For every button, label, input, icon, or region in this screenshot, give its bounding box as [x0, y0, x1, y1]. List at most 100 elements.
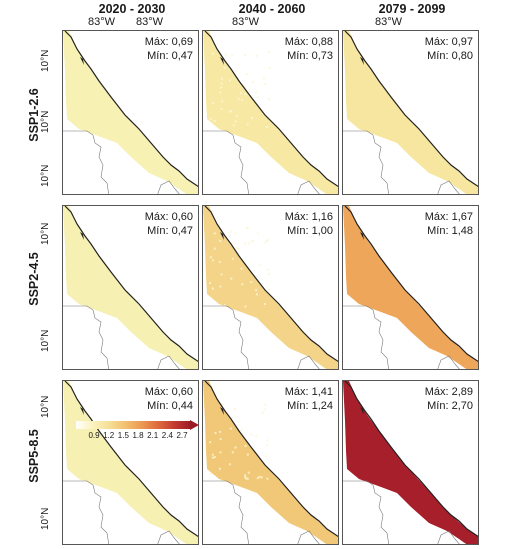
max-value: Máx: 1,16 — [284, 211, 333, 223]
longitude-label: 83°W — [375, 16, 403, 28]
speckle-mark — [223, 66, 226, 69]
speckle-mark — [247, 471, 250, 474]
speckle-mark — [234, 232, 237, 235]
speckle-mark — [209, 472, 212, 475]
speckle-mark — [266, 439, 269, 442]
country-border — [203, 480, 249, 544]
speckle-mark — [218, 261, 221, 263]
speckle-mark — [255, 289, 258, 292]
speckle-mark — [266, 126, 269, 128]
speckle-mark — [219, 285, 222, 288]
coastline — [64, 31, 198, 188]
country-border — [63, 480, 109, 544]
country-border — [157, 180, 180, 194]
speckle-mark — [262, 411, 264, 414]
lagoon-mark — [80, 232, 84, 240]
country-border — [437, 180, 460, 194]
speckle-mark — [246, 73, 249, 76]
speckle-mark — [228, 79, 231, 82]
speckle-mark — [214, 432, 217, 434]
speckle-mark — [240, 428, 243, 431]
map-svg — [203, 381, 338, 544]
latitude-label: 10°N — [40, 110, 51, 133]
speckle-mark — [237, 247, 240, 250]
speckle-mark — [211, 259, 214, 262]
speckle-mark — [234, 120, 237, 123]
speckle-mark — [250, 240, 253, 243]
speckle-mark — [268, 66, 271, 69]
min-value: Mín: 0,47 — [147, 50, 193, 62]
speckle-mark — [255, 293, 258, 296]
latitude-label: 10°N — [40, 164, 51, 187]
coastline — [204, 31, 338, 188]
speckle-mark — [213, 456, 216, 459]
coastline — [344, 206, 478, 363]
speckle-mark — [220, 77, 223, 80]
speckle-mark — [237, 97, 240, 100]
speckle-mark — [244, 476, 247, 479]
max-value: Máx: 0,97 — [424, 36, 473, 48]
speckle-mark — [243, 85, 246, 88]
speckle-mark — [209, 282, 212, 284]
speckle-mark — [211, 102, 214, 105]
min-value: Mín: 1,24 — [287, 400, 333, 412]
speckle-mark — [231, 54, 234, 57]
latitude-label: 10°N — [40, 49, 51, 72]
speckle-mark — [244, 474, 247, 477]
speckle-mark — [267, 288, 270, 291]
speckle-mark — [213, 247, 216, 250]
country-border — [343, 305, 389, 369]
map-panel: Máx: 1,16 Mín: 1,00 — [202, 205, 339, 370]
lagoon-mark — [80, 407, 84, 415]
speckle-mark — [235, 247, 238, 249]
max-value: Máx: 0,60 — [144, 386, 193, 398]
longitude-label: 83°W — [136, 16, 164, 28]
speckle-mark — [211, 453, 214, 456]
country-border — [297, 530, 320, 544]
min-value: Mín: 1,48 — [427, 225, 473, 237]
country-border — [297, 180, 320, 194]
map-svg — [63, 381, 198, 544]
speckle-mark — [220, 107, 223, 110]
country-border — [437, 355, 460, 369]
speckle-mark — [255, 91, 258, 94]
speckle-mark — [256, 232, 259, 235]
speckle-mark — [266, 240, 269, 243]
speckle-mark — [224, 53, 227, 56]
map-svg — [343, 381, 478, 544]
speckle-mark — [211, 52, 214, 55]
min-value: Mín: 0,47 — [147, 225, 193, 237]
country-border — [437, 530, 460, 544]
max-value: Máx: 2,89 — [424, 386, 473, 398]
speckle-mark — [221, 100, 224, 103]
country-border — [63, 305, 109, 369]
speckle-mark — [219, 91, 222, 94]
column-header-2020-2030: 2020 - 2030 — [98, 2, 166, 16]
speckle-mark — [220, 82, 223, 85]
map-svg — [203, 31, 338, 194]
min-value: Mín: 1,00 — [287, 225, 333, 237]
speckle-mark — [209, 117, 212, 120]
speckle-mark — [246, 123, 249, 126]
country-border — [157, 530, 180, 544]
legend-tick-label: 0.9 — [88, 431, 100, 440]
speckle-mark — [218, 467, 221, 470]
speckle-mark — [258, 263, 261, 266]
climate-index-region — [343, 381, 478, 544]
color-scale-legend: 0.9 1.2 1.5 1.8 2.1 2.4 2.7 — [76, 420, 206, 447]
speckle-mark — [266, 443, 269, 446]
speckle-mark — [209, 256, 212, 259]
speckle-mark — [263, 408, 266, 411]
speckle-mark — [247, 242, 250, 245]
speckle-mark — [266, 477, 269, 480]
column-header-2040-2060: 2040 - 2060 — [238, 2, 306, 16]
speckle-mark — [244, 444, 247, 447]
speckle-mark — [264, 83, 267, 86]
climate-index-region — [63, 381, 198, 544]
country-border — [297, 355, 320, 369]
speckle-mark — [241, 283, 244, 286]
speckle-mark — [268, 98, 270, 101]
lagoon-mark — [360, 407, 364, 415]
map-panel: Máx: 0,69 Mín: 0,47 — [62, 30, 199, 195]
lagoon-mark — [220, 407, 224, 415]
